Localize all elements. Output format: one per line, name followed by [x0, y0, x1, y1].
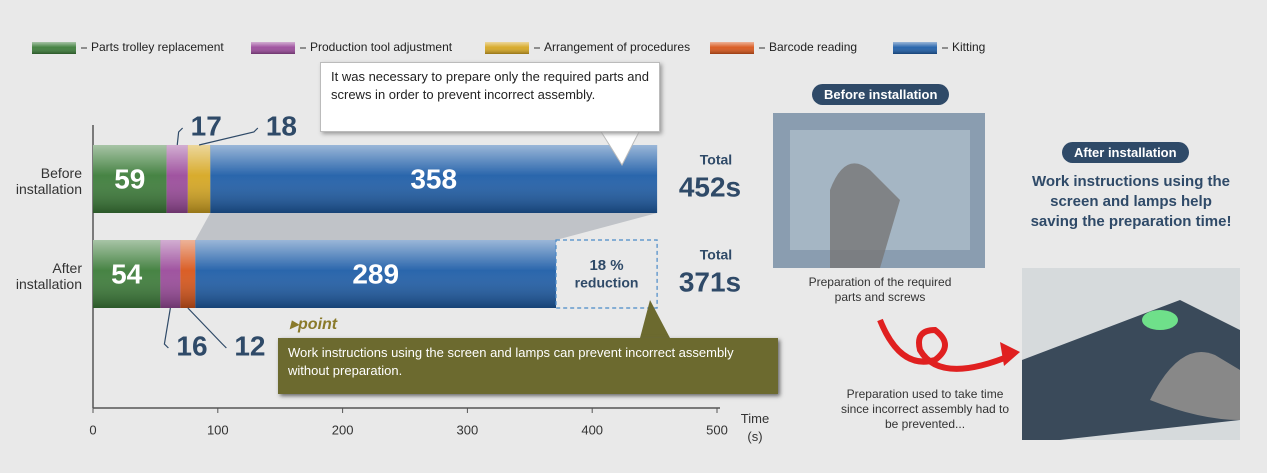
bottom-caption: Preparation used to take time since inco… [840, 387, 1010, 431]
lamp [1142, 310, 1178, 330]
legend-swatch-shade [32, 42, 76, 54]
category-label: After installation [15, 260, 82, 292]
data-label: 358 [410, 163, 457, 194]
x-tick-label: 100 [207, 422, 229, 437]
total-caption: Total [700, 247, 732, 263]
bar-shade [160, 240, 181, 308]
point-tail [640, 300, 670, 338]
x-axis-label: Time (s) [741, 411, 769, 444]
point-title: ▸point [290, 316, 338, 333]
data-label: 54 [111, 258, 143, 289]
legend-swatch-shade [485, 42, 529, 54]
bar-shade [187, 145, 211, 213]
legend-label: Kitting [952, 40, 985, 54]
before-caption: Preparation of the required parts and sc… [808, 275, 952, 304]
reduction-box [555, 239, 658, 309]
total-caption: Total [700, 152, 732, 168]
total-label: 452s [679, 171, 741, 202]
legend-label: Parts trolley replacement [91, 40, 224, 54]
person [830, 163, 900, 268]
reduction-label: 18 % [589, 257, 623, 274]
x-tick-label: 400 [581, 422, 603, 437]
data-label: 16 [176, 330, 207, 361]
x-tick-label: 200 [332, 422, 354, 437]
legend-label: Barcode reading [769, 40, 857, 54]
point-title-text: point [298, 316, 338, 333]
bar-shade [93, 240, 161, 308]
arrow-head [1000, 342, 1020, 366]
legend-label: Arrangement of procedures [544, 40, 690, 54]
connector [195, 213, 658, 240]
leader-line [198, 127, 259, 146]
after-badge: After installation [1062, 142, 1189, 163]
bar-shade [166, 145, 188, 213]
leader-line [176, 127, 184, 146]
before-badge: Before installation [812, 84, 950, 105]
point-box: Work instructions using the screen and l… [278, 338, 778, 394]
callout: It was necessary to prepare only the req… [320, 62, 660, 132]
category-label: Before installation [15, 165, 82, 197]
legend-swatch-shade [710, 42, 754, 54]
total-label: 371s [679, 266, 741, 297]
bar-shade [195, 240, 557, 308]
after-headline: Work instructions using the screen and l… [1030, 173, 1232, 230]
legend-label: Production tool adjustment [310, 40, 453, 54]
data-label: 12 [234, 330, 265, 361]
x-tick-label: 0 [89, 422, 96, 437]
data-label: 289 [352, 258, 399, 289]
bar-shade [93, 145, 167, 213]
leader-line [187, 307, 227, 349]
bar-shade [210, 145, 658, 213]
bar-shade [180, 240, 196, 308]
x-tick-label: 500 [706, 422, 728, 437]
data-label: 18 [266, 110, 297, 141]
data-label: 59 [114, 163, 145, 194]
leader-line [163, 307, 171, 349]
hand [1150, 352, 1240, 420]
legend-swatch-shade [251, 42, 295, 54]
x-tick-label: 300 [457, 422, 479, 437]
arrow [877, 318, 1014, 372]
reduction-caption: reduction [575, 275, 639, 291]
data-label: 17 [191, 110, 222, 141]
legend-swatch-shade [893, 42, 937, 54]
